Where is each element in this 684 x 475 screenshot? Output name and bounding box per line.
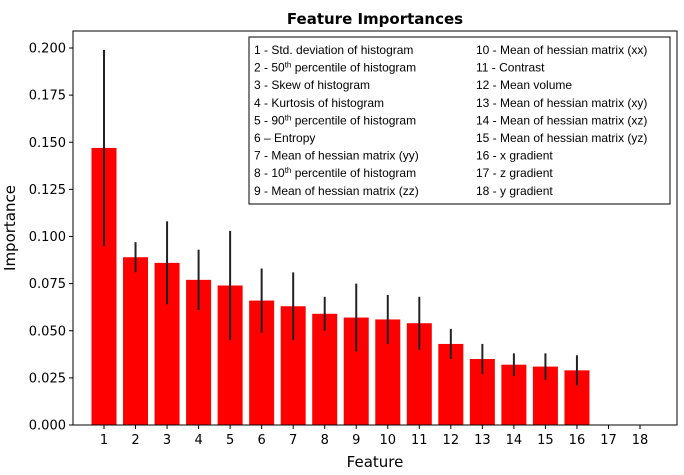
x-tick-label: 2: [131, 433, 139, 448]
legend-entry-text: 3 - Skew of histogram: [254, 78, 370, 92]
legend-entry-text: 1 - Std. deviation of histogram: [254, 43, 413, 57]
x-tick-label: 15: [537, 433, 554, 448]
legend-entry-text: 11 - Contrast: [476, 61, 545, 75]
legend-entry: 15 - Mean of hessian matrix (yz): [476, 131, 647, 145]
legend-superscript: th: [285, 113, 292, 122]
legend-entry: 14 - Mean of hessian matrix (xz): [476, 113, 647, 127]
x-tick-label: 16: [569, 433, 586, 448]
bar-feature-2: [123, 257, 149, 425]
x-tick-label: 6: [258, 433, 266, 448]
legend-entry-text: 9 - Mean of hessian matrix (zz): [254, 184, 419, 198]
legend-entry: 18 - y gradient: [476, 184, 553, 198]
legend-entry-text: 7 - Mean of hessian matrix (yy): [254, 149, 419, 163]
y-tick-label: 0.175: [29, 89, 66, 104]
legend-entry-text: 18 - y gradient: [476, 184, 553, 198]
legend-entry-text: percentile of histogram: [291, 61, 416, 75]
legend-entry-text: 10 - Mean of hessian matrix (xx): [476, 43, 647, 57]
legend-entry: 6 – Entropy: [254, 131, 315, 145]
y-tick-label: 0.125: [29, 183, 66, 198]
legend-entry-text: percentile of histogram: [291, 113, 416, 127]
legend-superscript: th: [285, 60, 292, 69]
legend-entry: 4 - Kurtosis of histogram: [254, 96, 384, 110]
legend-entry-text: 15 - Mean of hessian matrix (yz): [476, 131, 647, 145]
x-tick-label: 1: [100, 433, 108, 448]
chart-title: Feature Importances: [287, 10, 463, 28]
legend-entry: 2 - 50th percentile of histogram: [254, 60, 416, 75]
y-tick-label: 0.050: [29, 324, 66, 339]
x-tick-label: 3: [163, 433, 171, 448]
legend-entry-text: 4 - Kurtosis of histogram: [254, 96, 384, 110]
legend-superscript: th: [285, 166, 292, 175]
legend-box: [248, 36, 671, 205]
legend-entry-text: percentile of histogram: [291, 166, 416, 180]
y-axis-label: Importance: [1, 185, 19, 271]
legend: 1 - Std. deviation of histogram 2 - 50th …: [248, 36, 671, 205]
bar-feature-8: [312, 313, 338, 425]
legend-entry: 5 - 90th percentile of histogram: [254, 113, 416, 128]
legend-entry: 7 - Mean of hessian matrix (yy): [254, 149, 419, 163]
legend-entry-text: 13 - Mean of hessian matrix (xy): [476, 96, 647, 110]
legend-entry: 11 - Contrast: [476, 61, 545, 75]
x-tick-label: 17: [600, 433, 617, 448]
x-tick-label: 5: [226, 433, 234, 448]
legend-entry-text: 12 - Mean volume: [476, 78, 572, 92]
y-tick-label: 0.100: [29, 230, 66, 245]
x-tick-label: 4: [194, 433, 202, 448]
x-tick-label: 18: [632, 433, 649, 448]
x-tick-label: 10: [379, 433, 396, 448]
y-tick-label: 0.025: [29, 371, 66, 386]
x-tick-label: 14: [506, 433, 523, 448]
x-tick-label: 13: [474, 433, 491, 448]
y-tick-label: 0.150: [29, 136, 66, 151]
x-tick-label: 11: [411, 433, 428, 448]
x-tick-label: 8: [321, 433, 329, 448]
legend-entry-text: 5 - 90: [254, 113, 285, 127]
legend-entry: 12 - Mean volume: [476, 78, 572, 92]
x-tick-label: 7: [289, 433, 297, 448]
legend-entry: 16 - x gradient: [476, 149, 553, 163]
error-bars-layer: [103, 49, 578, 386]
legend-entry-text: 17 - z gradient: [476, 166, 553, 180]
legend-entry: 17 - z gradient: [476, 166, 553, 180]
x-tick-label: 9: [352, 433, 360, 448]
legend-entry-text: 14 - Mean of hessian matrix (xz): [476, 113, 647, 127]
legend-entry-text: 2 - 50: [254, 61, 285, 75]
legend-entry: 9 - Mean of hessian matrix (zz): [254, 184, 419, 198]
legend-entry: 3 - Skew of histogram: [254, 78, 370, 92]
y-tick-label: 0.075: [29, 277, 66, 292]
legend-entry: 10 - Mean of hessian matrix (xx): [476, 43, 647, 57]
plot-frame: [72, 30, 678, 426]
legend-entry: 13 - Mean of hessian matrix (xy): [476, 96, 647, 110]
legend-entry: 8 - 10th percentile of histogram: [254, 166, 416, 181]
y-tick-label: 0.000: [29, 419, 66, 434]
legend-entry-text: 16 - x gradient: [476, 149, 553, 163]
x-tick-label: 12: [443, 433, 460, 448]
x-axis-label: Feature: [347, 453, 404, 471]
legend-entry-text: 8 - 10: [254, 166, 285, 180]
x-axis: 1 2 3 4 5 6 7 8 9 10 11 12 13 14 15 16 17 18: [100, 425, 648, 448]
y-tick-label: 0.200: [29, 42, 66, 57]
bars-layer: [91, 147, 590, 425]
legend-entry: 1 - Std. deviation of histogram: [254, 43, 413, 57]
y-axis: 0.000 0.025 0.050 0.075 0.100 0.125 0.150 0.175…: [29, 42, 73, 434]
legend-entry-text: 6 – Entropy: [254, 131, 315, 145]
